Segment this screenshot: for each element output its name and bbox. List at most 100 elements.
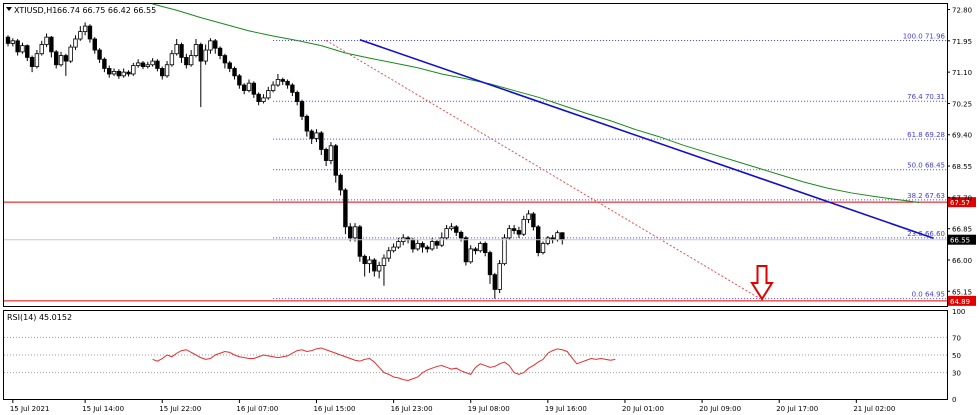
candle-body [420, 242, 425, 248]
candle-body [222, 55, 228, 64]
candle-body [34, 53, 40, 68]
candle-body [381, 257, 387, 266]
price-axis-label: 68.55 [952, 163, 972, 171]
candle-body [10, 40, 16, 44]
fib-level-label: 38.2 67.63 [907, 192, 945, 200]
candle-body [251, 82, 257, 95]
candle-body [111, 70, 117, 75]
candle-body [217, 47, 223, 56]
candle-body [444, 228, 449, 239]
price-axis: 72.80 71.95 71.10 70.25 69.40 68.55 67.70 66.85… [4, 7, 976, 296]
candle-body [521, 219, 526, 235]
candle-body [241, 84, 247, 91]
candle-body [410, 239, 416, 250]
rsi-line [152, 347, 616, 382]
horizontal-level-value: 67.57 [950, 199, 970, 207]
candle-body [454, 226, 459, 233]
candle-body [468, 248, 473, 263]
candle-body [203, 49, 208, 62]
rsi-axis-label: 0 [952, 396, 956, 404]
candle-body [391, 246, 396, 252]
price-axis-label: 67.70 [952, 194, 972, 202]
candle-body [478, 242, 483, 252]
price-axis-label: 66.85 [952, 226, 972, 234]
candle-body [92, 38, 97, 51]
candle-body [343, 189, 348, 228]
time-axis-label: 19 Jul 08:00 [468, 405, 510, 413]
rsi-axis-label: 100 [952, 308, 965, 316]
candle-body [20, 45, 25, 53]
candle-body [482, 242, 488, 253]
candle-body [280, 79, 285, 82]
time-axis-label: 15 Jul 14:00 [82, 405, 124, 413]
candle-body [270, 84, 276, 91]
price-axis-label: 69.40 [952, 132, 972, 140]
candle-body [184, 57, 189, 66]
candle-body [140, 62, 146, 68]
candle-body [5, 36, 11, 44]
candle-body [367, 259, 372, 265]
candle-body [333, 145, 338, 176]
candle-body [213, 40, 218, 49]
candle-body [285, 80, 290, 86]
price-axis-label: 70.25 [952, 100, 972, 108]
candle-body [188, 55, 194, 66]
fibonacci-levels: 100.0 71.96 76.4 70.31 61.8 69.28 50.0 68.4… [273, 32, 947, 300]
candle-body [78, 31, 83, 40]
candle-body [73, 38, 78, 48]
rsi-panel-frame [3, 310, 948, 400]
fib-retracement-diagonal [325, 40, 761, 300]
candle-body [328, 145, 334, 161]
candle-body [372, 259, 377, 272]
down-arrow-icon [750, 265, 774, 301]
price-axis-label: 72.80 [952, 7, 972, 15]
horizontal-level-tag [948, 295, 976, 306]
candle-body [208, 40, 213, 51]
time-axis-label: 16 Jul 07:00 [236, 405, 278, 413]
candle-body [309, 130, 314, 139]
time-axis: 15 Jul 2021 15 Jul 14:00 15 Jul 22:00 16 Ju… [10, 399, 895, 413]
candle-body [107, 68, 112, 75]
candle-body [131, 65, 136, 75]
main-panel-frame [3, 3, 948, 307]
candle-body [290, 84, 295, 93]
candle-body [531, 213, 536, 228]
rsi-axis-label: 70 [952, 334, 961, 342]
candle-body [502, 237, 507, 265]
candle-body [15, 40, 20, 53]
candle-body [261, 97, 266, 102]
candle-body [246, 82, 252, 91]
time-axis-label: 19 Jul 16:00 [545, 405, 587, 413]
candle-body [193, 44, 199, 56]
candle-body [449, 226, 454, 230]
candlesticks [5, 22, 565, 299]
price-axis-label: 66.00 [952, 257, 972, 265]
candle-body [314, 132, 319, 139]
time-axis-label: 15 Jul 22:00 [159, 405, 201, 413]
candle-body [179, 44, 184, 58]
candle-body [25, 45, 30, 58]
candle-body [434, 241, 440, 246]
candle-body [555, 232, 560, 241]
candle-body [54, 51, 59, 66]
candle-body [348, 226, 353, 239]
candle-body [82, 25, 88, 33]
candle-body [511, 228, 517, 231]
candle-body [275, 79, 281, 86]
candle-body [39, 44, 44, 55]
symbol-dropdown-icon[interactable] [6, 7, 12, 11]
rsi-axis-label: 30 [952, 370, 961, 378]
horizontal-level-value: 64.89 [950, 298, 970, 306]
candle-body [415, 242, 420, 250]
candle-body [198, 44, 203, 62]
candle-body [160, 68, 165, 77]
moving-average [152, 3, 920, 204]
candle-body [492, 274, 498, 290]
candle-body [135, 62, 141, 66]
symbol-label: XTIUSD,H1 [14, 6, 57, 15]
candle-body [174, 44, 179, 55]
candle-body [376, 265, 382, 272]
price-axis-label: 71.10 [952, 69, 972, 77]
candle-body [266, 90, 271, 99]
